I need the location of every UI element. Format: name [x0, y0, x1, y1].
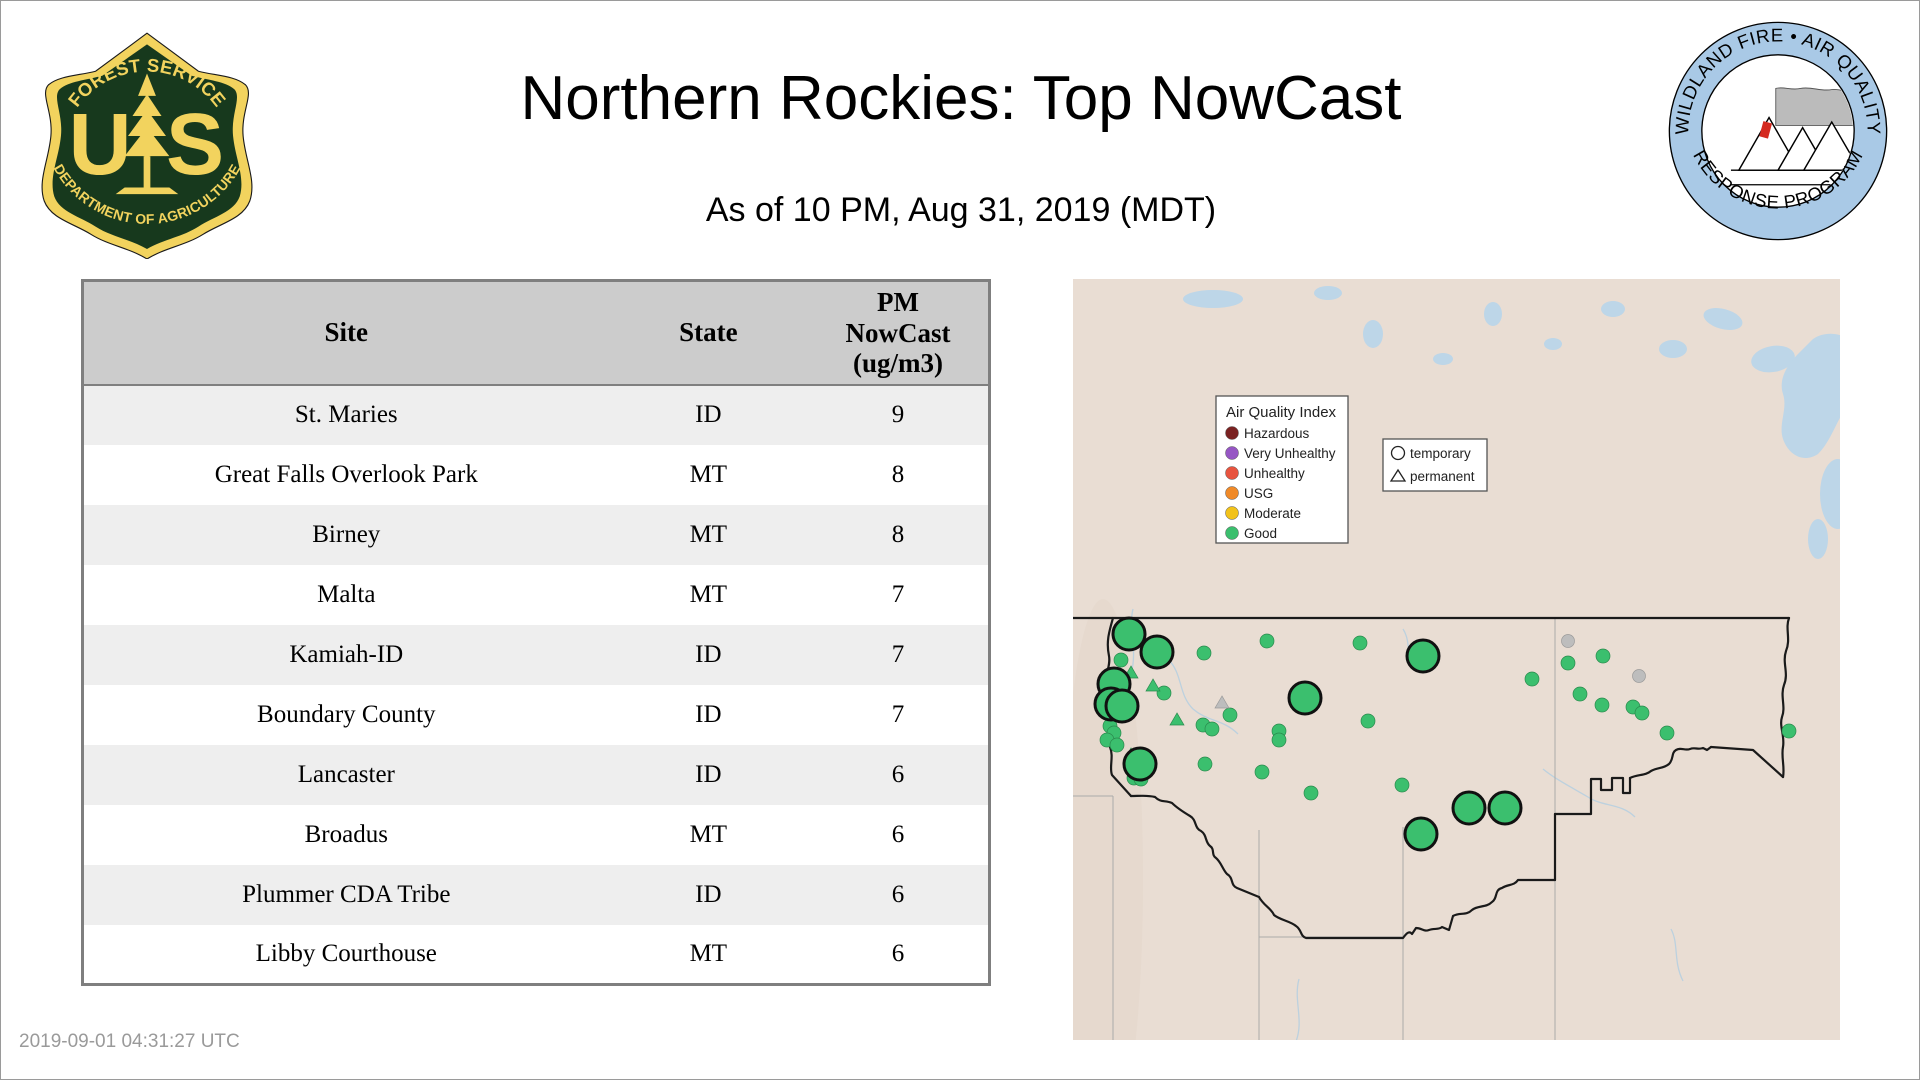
svg-text:Unhealthy: Unhealthy — [1244, 466, 1305, 481]
svg-text:USG: USG — [1244, 486, 1273, 501]
svg-text:Air Quality Index: Air Quality Index — [1226, 404, 1337, 421]
svg-text:temporary: temporary — [1410, 446, 1471, 461]
svg-text:Good: Good — [1244, 526, 1277, 541]
svg-text:Moderate: Moderate — [1244, 506, 1301, 521]
svg-text:permanent: permanent — [1410, 469, 1475, 484]
svg-text:S: S — [166, 96, 224, 193]
svg-text:Hazardous: Hazardous — [1244, 426, 1310, 441]
svg-text:U: U — [69, 96, 132, 193]
svg-text:Very Unhealthy: Very Unhealthy — [1244, 446, 1336, 461]
